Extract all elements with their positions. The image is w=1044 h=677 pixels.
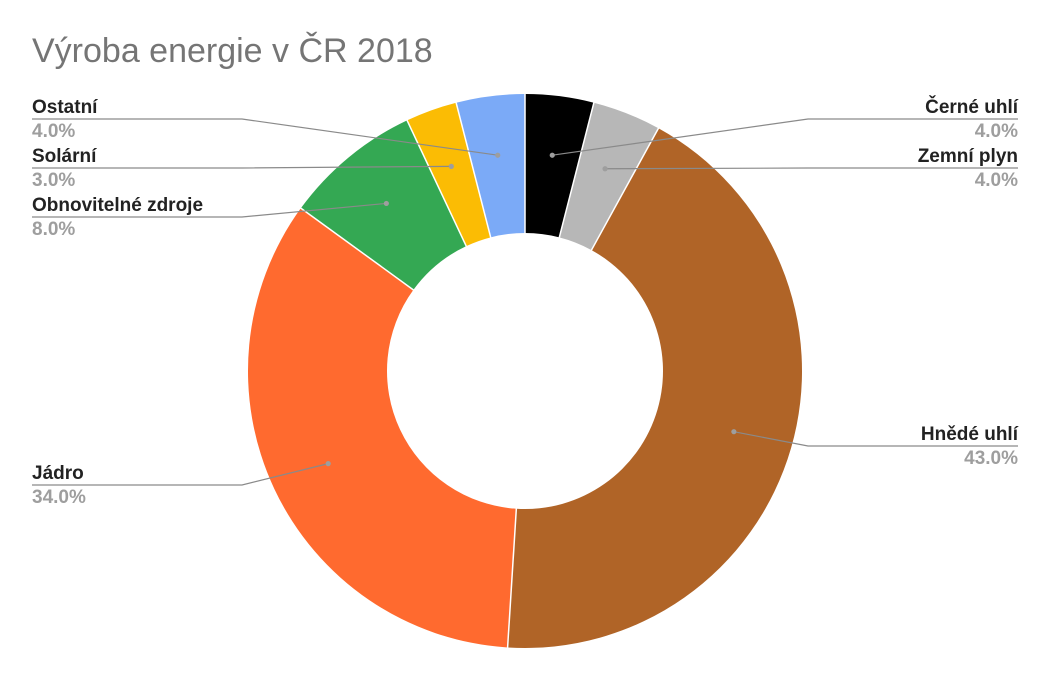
leader-line-ostatni (32, 118, 498, 156)
anchor-dot-cerne-uhli (549, 152, 555, 158)
leader-line-zemni-plyn (605, 167, 1018, 170)
label-value-solarni: 3.0% (32, 170, 75, 191)
label-name-jadro: Jádro (32, 463, 84, 484)
slice-jadro (247, 208, 517, 648)
label-name-obnovitelne-zdroje: Obnovitelné zdroje (32, 195, 203, 216)
slice-separator (558, 101, 595, 239)
chart-title: Výroba energie v ČR 2018 (32, 32, 433, 70)
slice-hnede-uhli (507, 128, 803, 649)
label-value-ostatni: 4.0% (32, 121, 75, 142)
label-value-cerne-uhli: 4.0% (975, 121, 1018, 142)
label-name-ostatni: Ostatní (32, 97, 98, 118)
label-name-hnede-uhli: Hnědé uhlí (921, 424, 1019, 445)
label-value-zemni-plyn: 4.0% (975, 170, 1018, 191)
slice-separator (455, 101, 492, 239)
slice-separator (506, 507, 518, 649)
label-name-solarni: Solární (32, 146, 97, 167)
leader-line-solarni (32, 165, 452, 169)
slice-ostatni (456, 94, 525, 238)
anchor-dot-solarni (448, 163, 454, 169)
anchor-dot-ostatni (495, 152, 501, 158)
labels-group: Černé uhlí 4.0% Zemní plyn 4.0% Hnědé uhlí 43… (32, 96, 1019, 508)
slice-separator (590, 127, 660, 252)
slice-solarni (407, 102, 491, 247)
anchor-dot-hnede-uhli (731, 429, 737, 435)
label-name-zemni-plyn: Zemní plyn (918, 146, 1018, 167)
leader-line-hnede-uhli (733, 431, 1018, 447)
leader-line-jadro (32, 463, 329, 486)
anchor-dot-zemni-plyn (602, 166, 608, 172)
slices-group (247, 93, 803, 649)
slice-separator (299, 206, 415, 292)
anchor-dot-obnovitelne-zdroje (383, 200, 389, 207)
label-value-hnede-uhli: 43.0% (964, 448, 1018, 469)
anchor-dot-jadro (325, 461, 331, 467)
label-value-obnovitelne-zdroje: 8.0% (32, 219, 75, 240)
leader-line-obnovitelne-zdroje (32, 202, 387, 218)
label-name-cerne-uhli: Černé uhlí (925, 96, 1019, 118)
slice-obnovitelne-zdroje (300, 120, 467, 290)
slice-cerne-uhli (525, 94, 594, 238)
leader-line-cerne-uhli (552, 118, 1018, 156)
slice-separator (405, 119, 468, 248)
slice-zemni-plyn (559, 102, 659, 251)
label-value-jadro: 34.0% (32, 487, 86, 508)
